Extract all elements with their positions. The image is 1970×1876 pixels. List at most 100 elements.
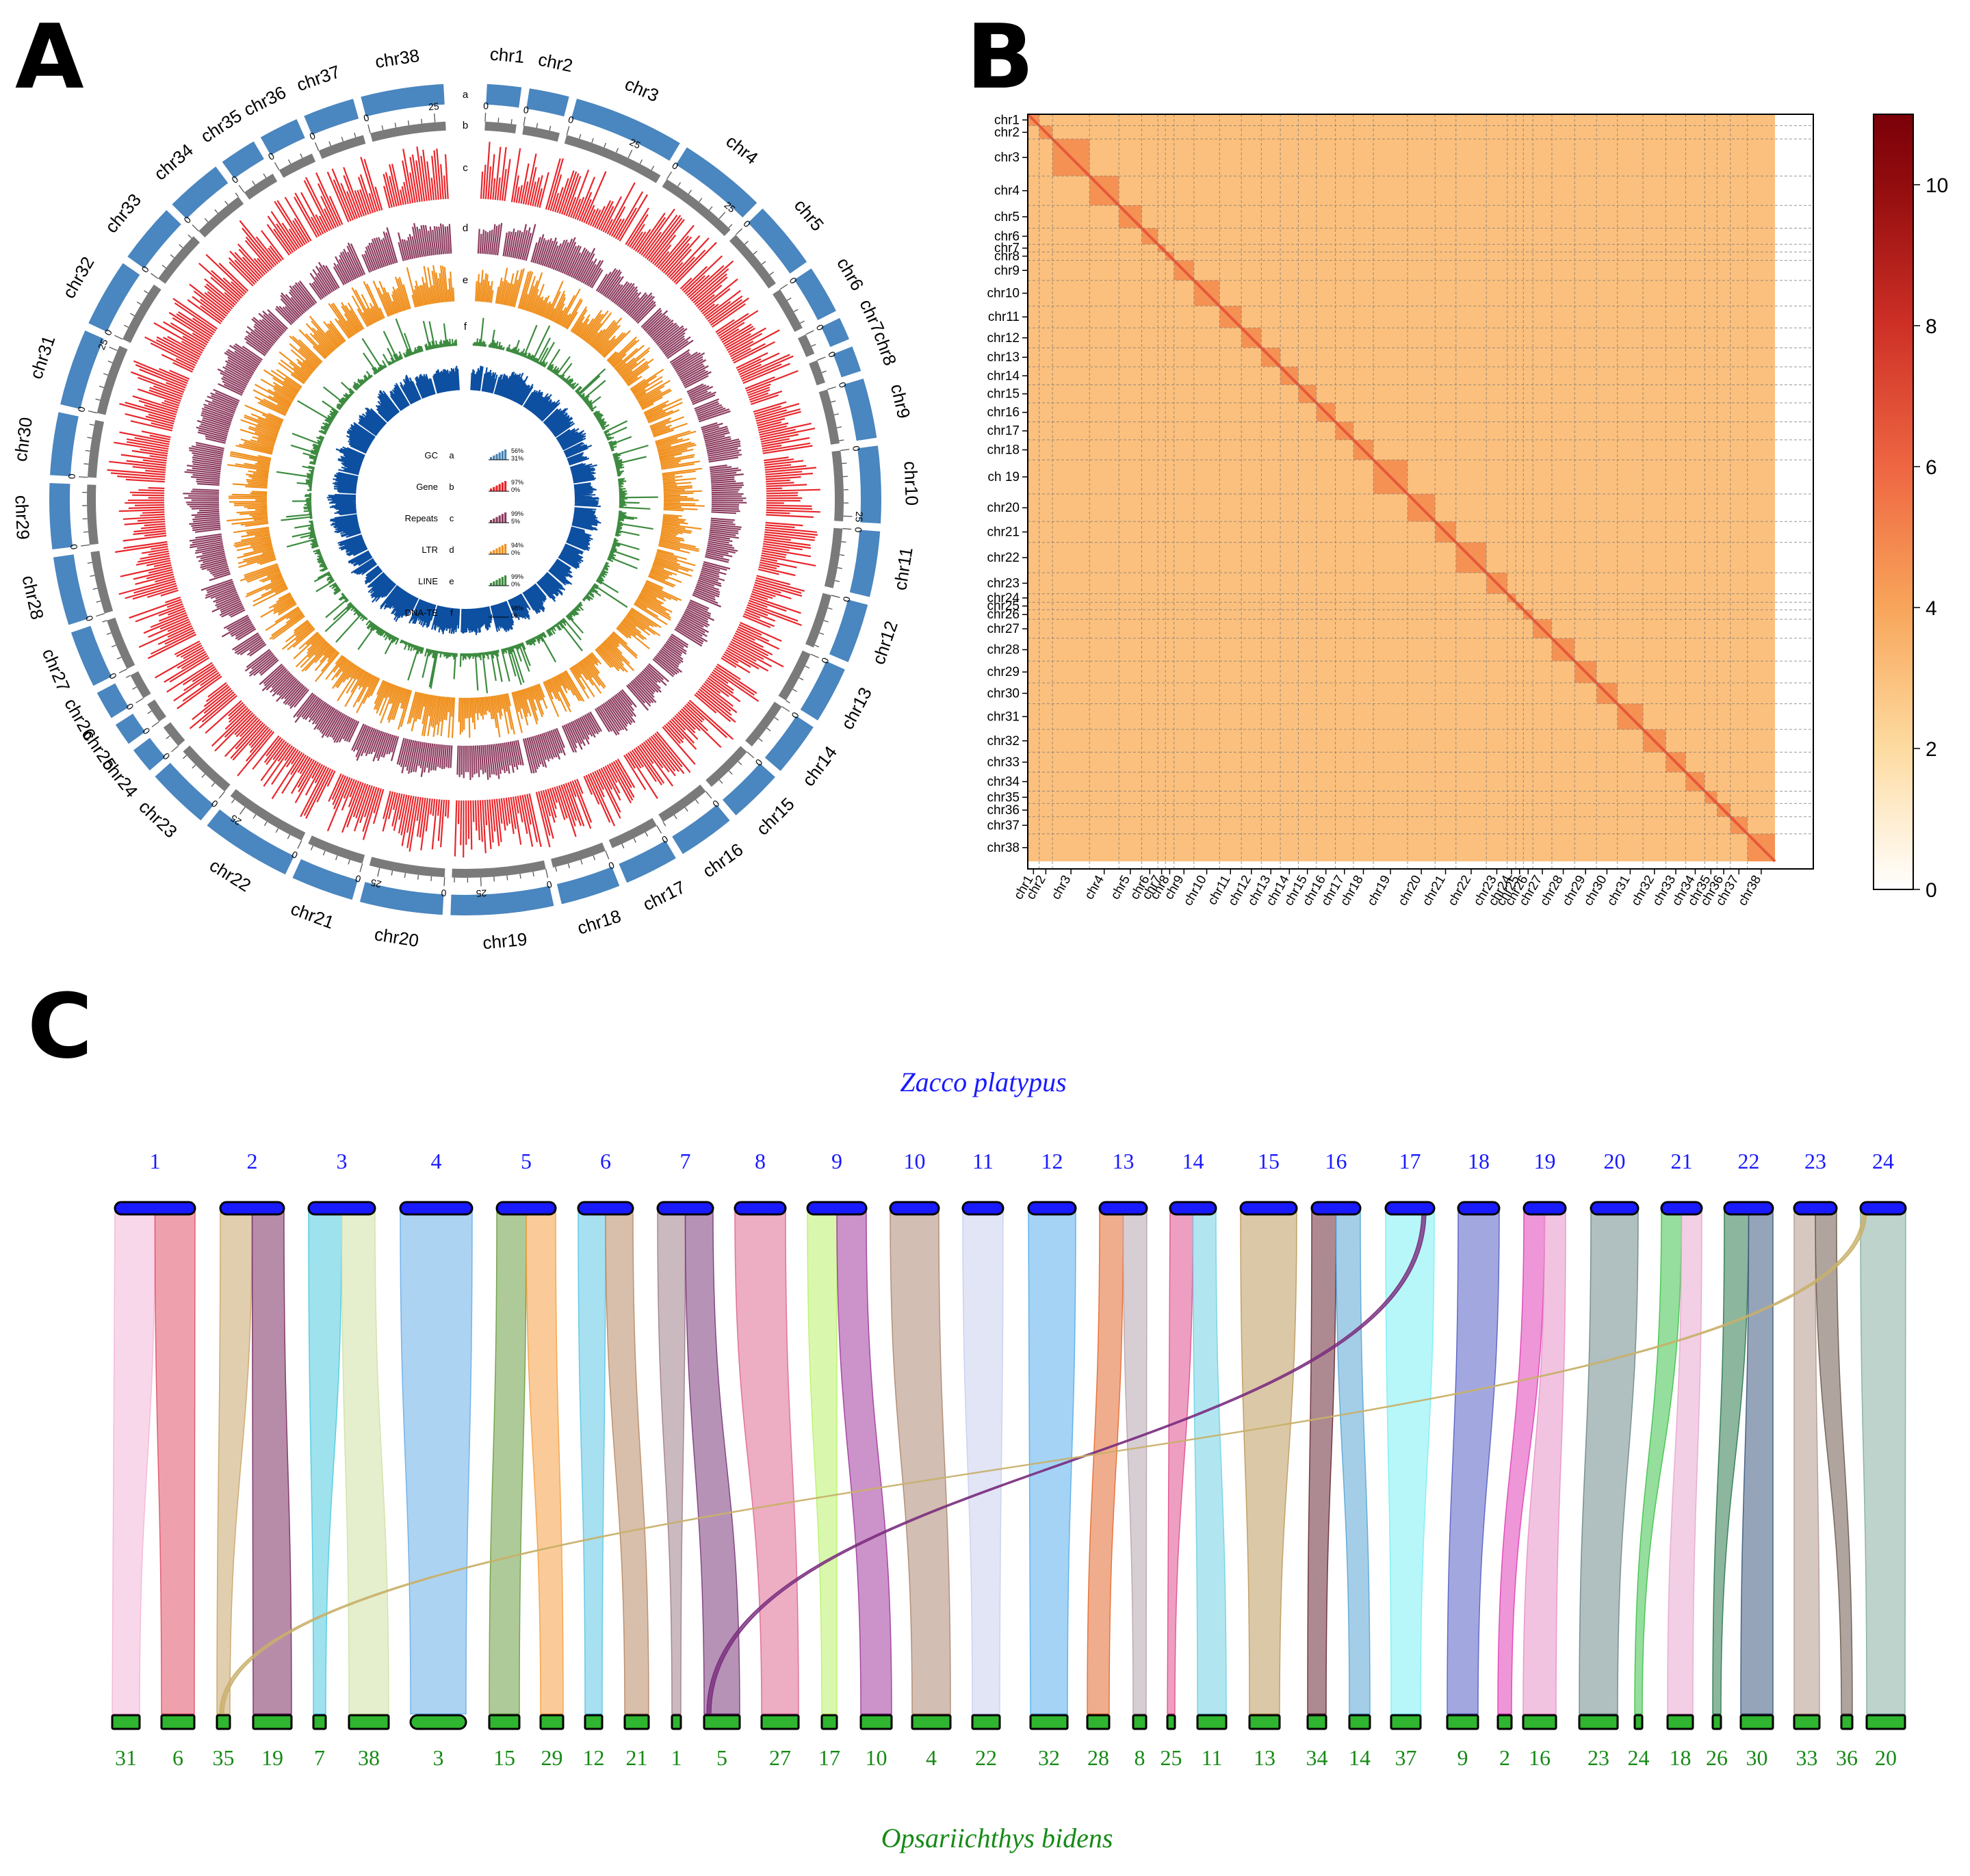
axis-tick — [135, 697, 144, 703]
bottom-chromosome-bar-1 — [671, 1714, 682, 1730]
bottom-chromosome-bar-13 — [1248, 1714, 1281, 1730]
top-chromosome-label: 16 — [1325, 1149, 1347, 1173]
axis-tick — [263, 821, 268, 826]
top-chromosome-label: 17 — [1399, 1149, 1421, 1173]
ideogram-chr3 — [571, 99, 680, 161]
top-chromosome-bar-13 — [1098, 1201, 1148, 1216]
bottom-chromosome-bar-7 — [312, 1714, 327, 1730]
axis-tick — [179, 244, 183, 248]
axis-tick — [781, 706, 790, 712]
axis-tick — [151, 721, 159, 728]
chromosome-label: chr2 — [536, 49, 575, 77]
axis-tick — [738, 761, 742, 766]
bottom-chromosome-bar-34 — [1306, 1714, 1327, 1730]
synteny-link-9-10 — [836, 1210, 892, 1715]
legend-bar — [501, 482, 504, 491]
axis-tick — [92, 588, 98, 590]
bottom-chromosome-bar-21 — [623, 1714, 650, 1730]
x-tick-label: chr22 — [1445, 873, 1474, 909]
axis-tick — [688, 190, 692, 194]
axis-tick — [836, 426, 842, 428]
bottom-chromosome-bar-37 — [1390, 1714, 1422, 1730]
synteny-link-3-7 — [308, 1210, 343, 1715]
axis-tick — [394, 122, 397, 128]
legend-bar — [498, 610, 501, 617]
axis-tick — [87, 562, 92, 564]
axis-tick — [821, 370, 827, 374]
track-ltr-histogram — [226, 265, 705, 738]
bottom-chromosome-label: 4 — [926, 1745, 937, 1770]
axis-tick — [106, 632, 112, 636]
axis-tick — [627, 149, 633, 159]
bottom-chromosome-bar-8 — [1132, 1714, 1148, 1730]
chromosome-label: chr17 — [640, 876, 689, 915]
axis-tick — [166, 735, 170, 740]
chromosome-label: chr19 — [482, 928, 528, 953]
axis-tick — [519, 874, 521, 879]
top-chromosome-bar-8 — [734, 1201, 787, 1216]
legend-min: 0% — [511, 612, 520, 619]
bottom-chromosome-bar-6 — [160, 1714, 196, 1730]
top-chromosome-label: 2 — [247, 1149, 258, 1173]
axis-tick-label: 0 — [841, 595, 853, 603]
y-tick-label: chr25 — [987, 599, 1020, 614]
ideogram-chr32 — [88, 263, 140, 333]
y-tick-label: chr23 — [987, 576, 1020, 590]
y-tick-label: chr15 — [987, 387, 1020, 402]
ideogram-chr5 — [748, 208, 807, 274]
axis-tick — [708, 206, 713, 211]
bottom-chromosome-bar-2 — [1496, 1714, 1513, 1730]
synteny-link-19-2 — [1497, 1210, 1546, 1715]
synteny-link-5-15 — [489, 1210, 527, 1715]
bottom-chromosome-bar-18 — [1666, 1714, 1694, 1730]
axis-tick — [81, 544, 90, 547]
ideogram-chr4 — [675, 147, 757, 218]
axis-tick — [839, 554, 845, 556]
legend-bar — [501, 577, 504, 586]
ideogram-chr38 — [361, 83, 445, 117]
axis-tick — [238, 185, 245, 193]
axis-tick — [252, 814, 257, 819]
legend-bar — [504, 450, 507, 460]
synteny-link-13-28 — [1087, 1210, 1124, 1715]
axis-tick — [633, 837, 636, 843]
axis-tick — [83, 463, 89, 465]
bottom-chromosome-bar-32 — [1029, 1714, 1069, 1730]
synteny-link-23-36 — [1815, 1210, 1853, 1715]
chromosome-label: chr11 — [890, 546, 916, 592]
top-chromosome-bar-18 — [1457, 1201, 1501, 1216]
axis-band — [278, 153, 316, 178]
track-letter: f — [464, 321, 467, 333]
axis-tick — [204, 218, 209, 222]
synteny-link-14-25 — [1167, 1210, 1194, 1715]
y-tick-label: chr12 — [987, 331, 1020, 346]
bottom-chromosome-label: 9 — [1457, 1745, 1468, 1770]
axis-band — [130, 671, 151, 699]
axis-tick — [231, 798, 235, 804]
axis-tick — [348, 859, 350, 865]
colorbar-tick-label: 4 — [1926, 597, 1937, 620]
synteny-link-11-22 — [962, 1210, 1004, 1715]
ideogram-chr33 — [127, 210, 181, 269]
ideogram-chr12 — [829, 599, 868, 662]
axis-band — [122, 284, 161, 343]
axis-band — [831, 450, 844, 521]
axis-tick — [89, 424, 94, 426]
y-tick-label: chr3 — [994, 151, 1020, 165]
synteny-link-24-35 — [219, 1210, 1867, 1715]
legend-bar — [504, 512, 507, 523]
bottom-chromosome-bar-4 — [911, 1714, 952, 1730]
axis-tick — [484, 112, 487, 122]
axis-tick — [800, 320, 805, 324]
axis-tick — [497, 118, 500, 123]
legend-bar — [504, 575, 507, 586]
axis-tick — [735, 228, 742, 235]
bottom-chromosome-label: 5 — [716, 1745, 727, 1770]
axis-band — [818, 389, 840, 445]
axis-tick — [769, 271, 775, 276]
legend-track-name: Gene — [416, 482, 438, 492]
axis-tick-label: 0 — [523, 104, 530, 116]
axis-tick — [545, 869, 549, 878]
axis-tick — [235, 192, 239, 197]
